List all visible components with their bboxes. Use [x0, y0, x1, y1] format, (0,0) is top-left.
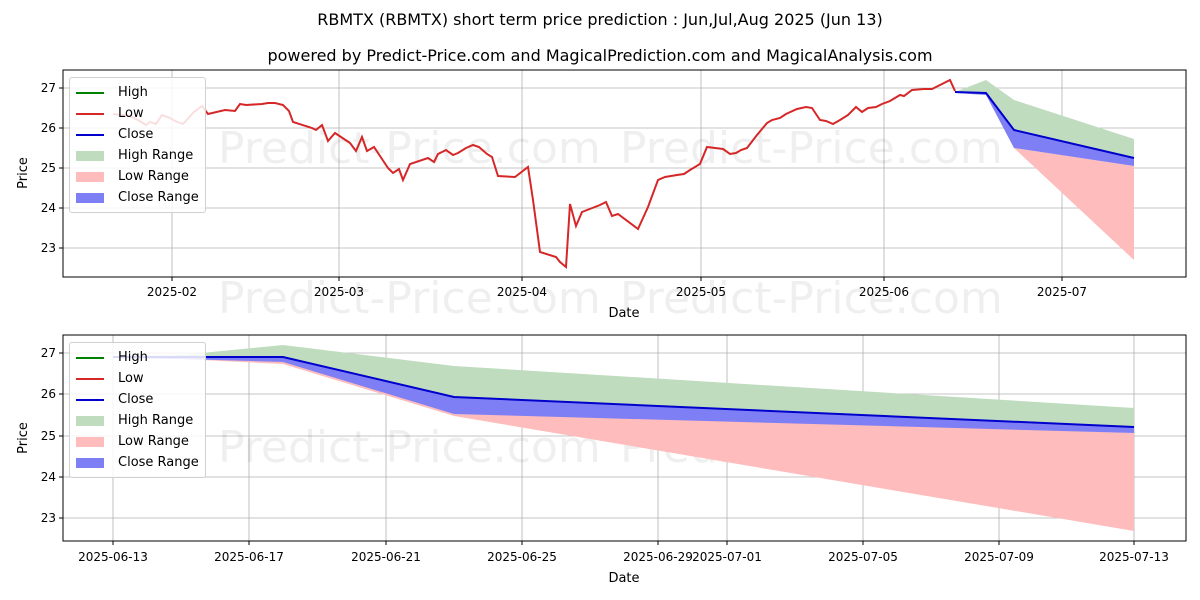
legend-label: Close [118, 392, 154, 407]
top-plot-frame [62, 69, 1187, 278]
bottom-plot-frame [62, 334, 1187, 542]
x-tick-label: 2025-06-25 [487, 550, 557, 564]
top-y-ticks [59, 87, 63, 249]
watermark: Predict-Price.com [620, 273, 1003, 324]
legend-label: Low [118, 106, 144, 121]
legend-swatch [76, 150, 104, 161]
top-x-ticks [171, 277, 1063, 281]
legend-swatch [76, 356, 104, 359]
bottom-legend: High Low Close High Range Low Range Clos… [69, 342, 206, 478]
y-tick-label: 24 [41, 470, 56, 484]
legend-label: Low Range [118, 434, 189, 449]
x-tick-label: 2025-06-13 [78, 550, 148, 564]
y-tick-label: 25 [41, 161, 56, 175]
bottom-y-ticks [59, 352, 63, 519]
legend-swatch [76, 457, 104, 468]
legend-label: High [118, 350, 148, 365]
legend-swatch [76, 377, 104, 380]
low-range-area [955, 93, 1134, 260]
x-tick-label: 2025-07-09 [964, 550, 1034, 564]
legend-item-low-range: Low Range [76, 431, 199, 452]
legend-item-high-range: High Range [76, 145, 199, 166]
legend-label: High [118, 85, 148, 100]
y-tick-label: 23 [41, 511, 56, 525]
x-tick-label: 2025-05 [676, 285, 726, 299]
close-range-area [955, 92, 1134, 166]
x-tick-label: 2025-07 [1037, 285, 1087, 299]
close-range-area [113, 356, 1134, 433]
legend-item-high: High [76, 347, 199, 368]
legend-swatch [76, 192, 104, 203]
x-tick-label: 2025-03 [314, 285, 364, 299]
y-tick-label: 26 [41, 121, 56, 135]
legend-label: Close Range [118, 455, 199, 470]
legend-swatch [76, 171, 104, 182]
legend-swatch [76, 398, 104, 401]
high-range-area [955, 80, 1134, 158]
legend-swatch [76, 415, 104, 426]
top-legend: High Low Close High Range Low Range Clos… [69, 77, 206, 213]
legend-item-close: Close [76, 124, 199, 145]
x-axis-label: Date [608, 571, 639, 586]
watermark: Predict-Price.com [218, 422, 601, 473]
y-tick-label: 25 [41, 429, 56, 443]
x-tick-label: 2025-07-05 [828, 550, 898, 564]
legend-swatch [76, 133, 104, 136]
chart-subtitle: powered by Predict-Price.com and Magical… [267, 46, 933, 65]
top-chart: Predict-Price.com Predict-Price.com Pred… [16, 69, 1187, 324]
y-axis-label: Price [16, 422, 31, 454]
legend-label: High Range [118, 148, 194, 163]
x-tick-label: 2025-04 [497, 285, 547, 299]
legend-label: Close Range [118, 190, 199, 205]
y-axis-label: Price [16, 157, 31, 189]
x-tick-label: 2025-06 [859, 285, 909, 299]
legend-item-high-range: High Range [76, 410, 199, 431]
legend-label: Low Range [118, 169, 189, 184]
legend-swatch [76, 91, 104, 94]
legend-swatch [76, 112, 104, 115]
legend-label: High Range [118, 413, 194, 428]
low-price-line [112, 78, 956, 270]
y-tick-label: 27 [41, 81, 56, 95]
y-tick-label: 24 [41, 201, 56, 215]
legend-item-low: Low [76, 103, 199, 124]
low-range-area [113, 357, 1134, 531]
legend-swatch [76, 436, 104, 447]
x-tick-label: 2025-07-01 [692, 550, 762, 564]
close-forecast-line [954, 91, 1135, 159]
legend-item-high: High [76, 82, 199, 103]
high-range-area [113, 345, 1134, 427]
legend-item-low: Low [76, 368, 199, 389]
x-axis-label: Date [608, 306, 639, 321]
bottom-chart: Predict-Price.com Predict-Price.com 27 2… [16, 334, 1187, 586]
chart-title: RBMTX (RBMTX) short term price predictio… [317, 10, 883, 29]
bottom-x-ticks [112, 541, 1135, 545]
x-tick-label: 2025-06-21 [351, 550, 421, 564]
x-tick-label: 2025-06-17 [214, 550, 284, 564]
x-tick-label: 2025-02 [147, 285, 197, 299]
legend-label: Close [118, 127, 154, 142]
legend-item-close-range: Close Range [76, 452, 199, 473]
watermark: Predict-Price.com [620, 123, 1003, 174]
y-tick-label: 23 [41, 241, 56, 255]
legend-label: Low [118, 371, 144, 386]
y-tick-label: 26 [41, 387, 56, 401]
legend-item-close-range: Close Range [76, 187, 199, 208]
x-tick-label: 2025-06-29 [623, 550, 693, 564]
y-tick-label: 27 [41, 346, 56, 360]
legend-item-close: Close [76, 389, 199, 410]
watermark: Predict-Price.com [218, 273, 601, 324]
x-tick-label: 2025-07-13 [1099, 550, 1169, 564]
legend-item-low-range: Low Range [76, 166, 199, 187]
